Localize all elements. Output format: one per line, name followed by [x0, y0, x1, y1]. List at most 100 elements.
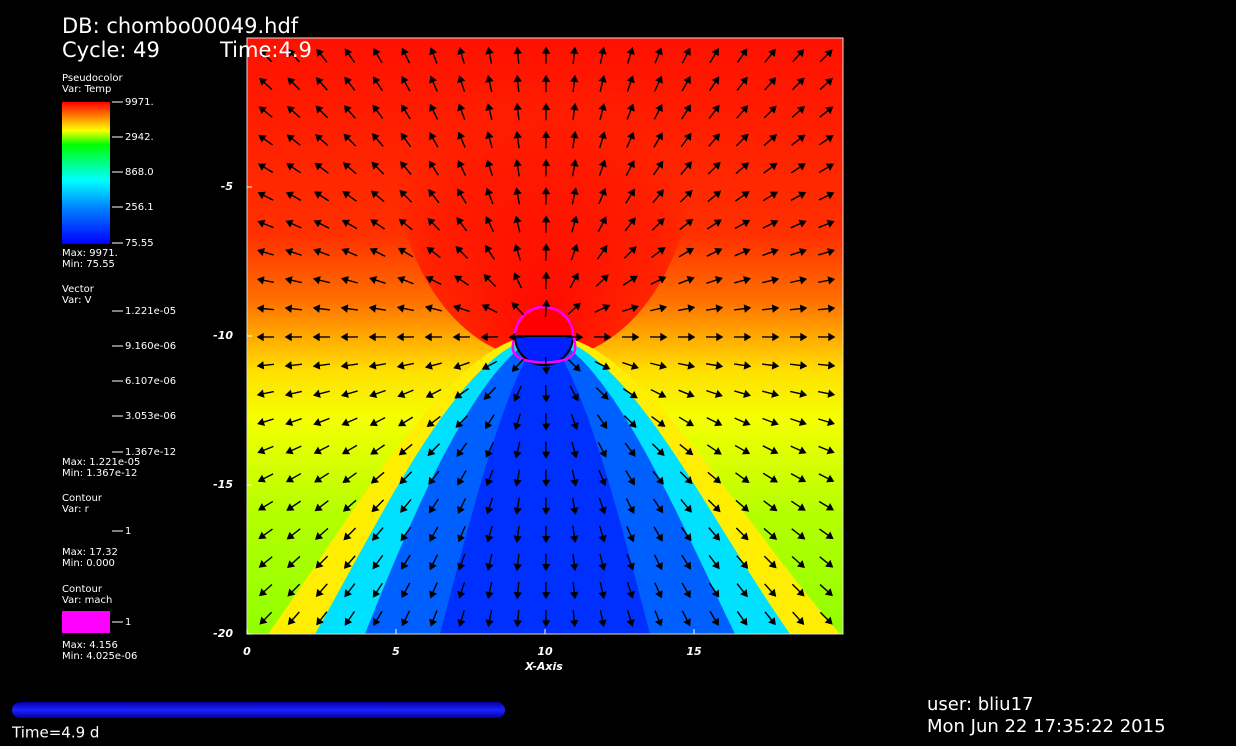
legend-label: 1 [125, 526, 131, 537]
vector-arrow [401, 554, 411, 570]
vector-arrow [818, 473, 835, 483]
time-slider[interactable] [12, 702, 505, 718]
vector-arrow [762, 445, 779, 455]
vector-arrow [398, 218, 413, 231]
vector-arrow [400, 498, 412, 513]
vector-arrow [597, 216, 607, 233]
vector-arrow [762, 276, 780, 285]
vector-arrow [453, 361, 470, 370]
vector-arrow [457, 470, 467, 486]
y-tick-label: -10 [213, 329, 233, 342]
vector-arrow [706, 444, 722, 455]
vector-arrow [706, 219, 722, 230]
vector-arrow [541, 299, 551, 317]
vector-arrow [369, 276, 386, 285]
vector-arrow [651, 415, 666, 427]
vector-arrow [314, 162, 329, 174]
vector-arrow [341, 219, 358, 230]
vector-arrow [397, 276, 414, 285]
vector-arrow [626, 582, 635, 599]
vector-arrow [259, 49, 273, 63]
vector-arrow [595, 274, 609, 287]
vector-arrow [653, 554, 663, 571]
vector-arrow [734, 444, 751, 455]
vector-arrow [485, 553, 494, 571]
vector-arrow [513, 272, 523, 289]
vector-arrow [791, 583, 805, 597]
vector-arrow [570, 469, 579, 487]
vector-arrow [570, 553, 579, 572]
vector-arrow [626, 610, 635, 627]
vector-arrow [789, 332, 808, 342]
vector-arrow [819, 611, 833, 625]
vector-arrow [285, 472, 302, 483]
vector-arrow [397, 389, 414, 398]
vector-arrow [790, 389, 808, 398]
vector-arrow [707, 499, 721, 513]
vector-arrow [736, 555, 749, 569]
vector-arrow [287, 583, 301, 597]
vector-arrow [485, 497, 494, 515]
legend-label: 75.55 [125, 238, 154, 249]
vector-arrow [761, 304, 780, 313]
vector-arrow [259, 77, 273, 90]
vector-arrow [818, 247, 835, 257]
vector-arrow [791, 77, 805, 91]
vector-arrow [341, 389, 358, 398]
vector-arrow [541, 525, 551, 544]
vector-arrow [570, 581, 579, 600]
vector-arrow [541, 271, 551, 289]
legend-label: 1.367e-12 [125, 447, 176, 458]
vector-arrow [736, 583, 748, 598]
vector-arrow [513, 159, 522, 177]
vector-arrow [457, 526, 466, 543]
vector-arrow [706, 276, 723, 285]
vector-arrow [485, 610, 494, 628]
x-tick-label: 0 [243, 645, 251, 658]
vector-arrow [400, 526, 412, 542]
vector-arrow [428, 498, 439, 514]
vector-arrow [654, 582, 663, 599]
date-label: Mon Jun 22 17:35:22 2015 [927, 716, 1166, 737]
vector-arrow [762, 247, 779, 257]
vector-arrow [373, 47, 383, 64]
legend-title: Vector [62, 284, 95, 295]
vector-arrow [372, 76, 383, 92]
vector-arrow [287, 105, 301, 119]
vector-arrow [652, 498, 664, 514]
legend-label: 1 [125, 617, 131, 628]
vector-arrow [570, 215, 579, 233]
vector-arrow [341, 247, 358, 257]
vector-arrow [511, 302, 525, 316]
vector-arrow [511, 358, 524, 373]
vector-arrow [735, 527, 749, 541]
vector-arrow [654, 75, 663, 92]
hot-plume [394, 0, 694, 360]
vector-arrow [678, 247, 695, 258]
vector-arrow [286, 500, 302, 511]
vector-arrow [733, 332, 752, 342]
legend-min: Min: 1.367e-12 [62, 468, 137, 479]
legend-var: Var: mach [62, 595, 112, 606]
vector-arrow [541, 130, 551, 149]
vector-arrow [429, 47, 438, 64]
vector-arrow [761, 361, 780, 370]
vector-arrow [736, 105, 749, 119]
vector-arrow [790, 219, 807, 229]
vector-arrow [485, 103, 494, 121]
vector-arrow [485, 159, 494, 177]
vector-arrow [570, 187, 579, 205]
vector-arrow [622, 304, 639, 313]
legend-label: 6.107e-06 [125, 376, 176, 387]
vector-arrow [426, 247, 441, 259]
vector-arrow [256, 332, 275, 342]
vector-arrow [708, 104, 720, 119]
vector-arrow [485, 187, 494, 205]
vector-arrow [678, 389, 695, 398]
vector-arrow [651, 247, 666, 258]
vector-arrow [681, 75, 691, 92]
vector-arrow [485, 46, 494, 64]
vector-arrow [368, 361, 387, 370]
vector-arrow [735, 191, 750, 202]
vector-arrow [735, 472, 750, 483]
